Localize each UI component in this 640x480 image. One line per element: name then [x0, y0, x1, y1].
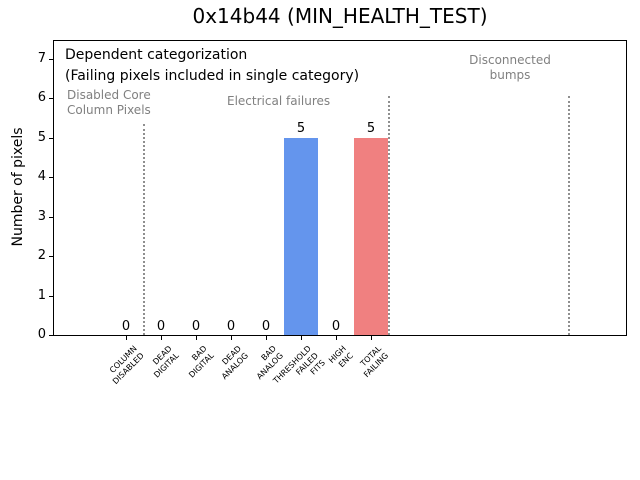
x-tick-mark — [371, 336, 372, 340]
bar-value-label: 0 — [191, 319, 201, 334]
bar-value-label: 5 — [366, 120, 376, 136]
y-tick-label: 4 — [37, 169, 46, 184]
x-tick-label: TOTAL FAILING — [359, 344, 391, 380]
plot-area — [53, 40, 627, 336]
x-tick-mark — [336, 336, 337, 340]
separator-line-2 — [387, 96, 390, 335]
separator-line-3 — [567, 96, 570, 335]
y-tick-label: 6 — [37, 90, 46, 105]
y-tick-label: 1 — [37, 287, 46, 303]
annotation-disabled-core-column-pixels: Disabled Core Column Pixels — [67, 88, 151, 117]
y-tick-mark — [49, 256, 53, 257]
x-tick-label: HIGH ENC — [327, 344, 356, 370]
y-tick-mark — [49, 137, 53, 139]
y-tick-mark — [49, 216, 53, 218]
y-tick-label: 7 — [37, 50, 46, 66]
annotation-electrical-failures: Electrical failures — [227, 94, 331, 108]
chart-title: 0x14b44 (MIN_HEALTH_TEST) — [192, 4, 488, 28]
x-tick-label: BAD DIGITAL — [186, 344, 216, 380]
annotation-dependent-categorization: Dependent categorization — [65, 47, 248, 63]
y-tick-mark — [49, 58, 53, 60]
y-tick-mark — [49, 177, 53, 178]
bar — [354, 137, 388, 335]
x-tick-mark — [126, 336, 127, 340]
annotation-failing-note: (Failing pixels included in single categ… — [65, 68, 360, 84]
y-axis-label: Number of pixels — [10, 127, 26, 247]
y-tick-label: 0 — [37, 327, 46, 342]
x-tick-label: COLUMN DISABLED — [107, 344, 146, 386]
y-tick-mark — [49, 335, 53, 336]
y-tick-label: 5 — [37, 129, 46, 145]
y-tick-label: 3 — [37, 208, 46, 224]
bar-value-label: 0 — [226, 319, 236, 334]
x-tick-mark — [301, 336, 302, 340]
annotation-disconnected-bumps: Disconnected bumps — [469, 53, 551, 82]
separator-line-1 — [142, 123, 145, 335]
x-tick-mark — [266, 336, 267, 340]
y-tick-mark — [49, 295, 53, 297]
bar-value-label: 0 — [121, 319, 131, 334]
y-tick-label: 2 — [37, 248, 46, 263]
bar-value-label: 0 — [261, 319, 271, 334]
bar-value-label: 5 — [296, 120, 306, 136]
bar-value-label: 0 — [156, 319, 166, 334]
x-tick-mark — [196, 336, 197, 340]
bar-value-label: 0 — [331, 319, 341, 334]
x-tick-label: DEAD DIGITAL — [150, 344, 181, 380]
y-tick-mark — [49, 98, 53, 99]
bar — [284, 137, 318, 335]
x-tick-label: DEAD ANALOG — [220, 344, 251, 382]
x-tick-mark — [161, 336, 162, 340]
x-tick-mark — [231, 336, 232, 340]
